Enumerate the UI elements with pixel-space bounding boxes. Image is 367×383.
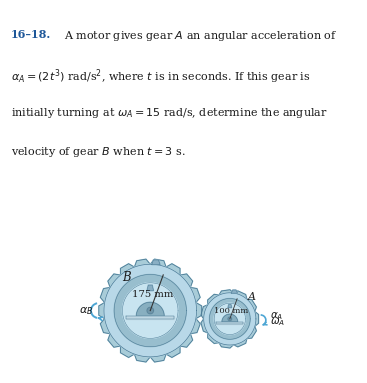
Polygon shape xyxy=(152,260,160,265)
Polygon shape xyxy=(231,290,237,293)
Text: 175 mm: 175 mm xyxy=(132,290,173,299)
Polygon shape xyxy=(104,264,197,357)
Polygon shape xyxy=(201,290,259,348)
Text: 100 mm: 100 mm xyxy=(214,307,248,315)
Polygon shape xyxy=(228,317,232,321)
Polygon shape xyxy=(147,307,153,314)
Polygon shape xyxy=(123,283,178,338)
Text: 16–18.: 16–18. xyxy=(11,29,51,40)
Polygon shape xyxy=(147,285,153,291)
Polygon shape xyxy=(214,303,246,335)
Text: A motor gives gear $A$ an angular acceleration of: A motor gives gear $A$ an angular accele… xyxy=(57,29,337,43)
Text: $\omega_A$: $\omega_A$ xyxy=(270,317,286,329)
Text: B: B xyxy=(122,271,131,284)
Polygon shape xyxy=(210,298,250,339)
Polygon shape xyxy=(137,302,164,316)
Polygon shape xyxy=(228,304,232,308)
Text: velocity of gear $B$ when $t = 3$ s.: velocity of gear $B$ when $t = 3$ s. xyxy=(11,145,186,159)
Text: $\alpha_A = (2t^3)$ rad/s$^2$, where $t$ is in seconds. If this gear is: $\alpha_A = (2t^3)$ rad/s$^2$, where $t$… xyxy=(11,67,310,86)
Polygon shape xyxy=(222,314,238,322)
Polygon shape xyxy=(216,322,243,324)
Text: A: A xyxy=(248,293,256,303)
Polygon shape xyxy=(114,275,186,347)
Text: $\alpha_B$: $\alpha_B$ xyxy=(79,306,94,318)
Text: $\alpha_A$: $\alpha_A$ xyxy=(270,310,284,322)
Polygon shape xyxy=(99,259,202,362)
Text: initially turning at $\omega_A = 15$ rad/s, determine the angular: initially turning at $\omega_A = 15$ rad… xyxy=(11,106,328,120)
Polygon shape xyxy=(126,316,174,319)
Polygon shape xyxy=(204,293,256,345)
